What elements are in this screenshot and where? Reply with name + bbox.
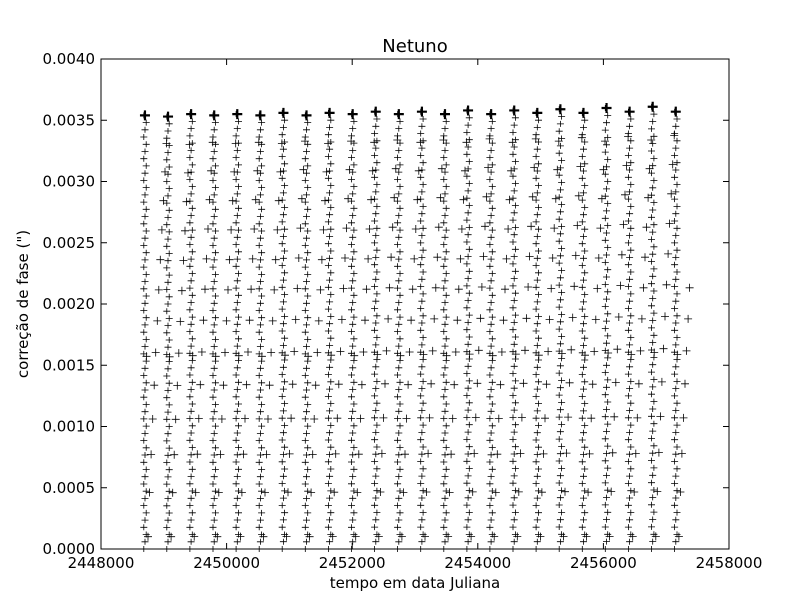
peak-point — [370, 106, 381, 117]
y-tick-label: 0.0035 — [43, 111, 96, 129]
y-tick-label: 0.0025 — [43, 234, 96, 252]
peak-point — [578, 107, 589, 118]
peak-point — [278, 107, 289, 118]
peak-point — [139, 110, 150, 121]
peak-point — [601, 103, 612, 113]
x-axis-label: tempo em data Juliana — [330, 574, 501, 592]
peak-point — [532, 107, 543, 118]
peak-point — [463, 105, 474, 116]
y-tick-label: 0.0000 — [43, 540, 96, 558]
x-axis-ticks: 2448000 2450000 2452000 2454000 2456000 24580… — [68, 59, 763, 572]
peak-point — [509, 105, 520, 116]
peak-point — [301, 110, 312, 121]
peak-point — [347, 109, 358, 120]
peak-point — [624, 106, 635, 117]
x-tick-label: 2454000 — [444, 554, 511, 572]
peak-point — [209, 110, 220, 121]
x-tick-label: 2448000 — [68, 554, 135, 572]
peak-point — [324, 107, 335, 118]
y-tick-label: 0.0005 — [43, 479, 96, 497]
y-tick-label: 0.0015 — [43, 356, 96, 374]
y-tick-label: 0.0020 — [43, 295, 96, 313]
y-tick-label: 0.0030 — [43, 173, 96, 191]
peak-point — [670, 106, 681, 117]
peak-point — [255, 110, 266, 121]
y-axis-ticks: 0.0000 0.0005 0.0010 0.0015 0.0020 0.0025 0.00… — [43, 50, 729, 558]
x-tick-label: 2452000 — [319, 554, 386, 572]
peak-point — [186, 109, 197, 120]
peak-point — [439, 109, 450, 120]
peak-point — [647, 101, 658, 112]
peak-point — [486, 109, 497, 120]
y-axis-label: correção de fase (") — [14, 230, 32, 378]
peak-point — [163, 111, 174, 122]
data-marks — [139, 101, 694, 552]
x-tick-label: 2456000 — [570, 554, 637, 572]
peak-point — [416, 106, 427, 117]
chart-title: Netuno — [382, 36, 447, 57]
y-tick-label: 0.0040 — [43, 50, 96, 68]
x-tick-label: 2450000 — [193, 554, 260, 572]
peak-point — [393, 109, 404, 120]
peak-point — [555, 104, 566, 115]
peak-point — [232, 109, 243, 120]
x-tick-label: 2458000 — [696, 554, 763, 572]
y-tick-label: 0.0010 — [43, 418, 96, 436]
